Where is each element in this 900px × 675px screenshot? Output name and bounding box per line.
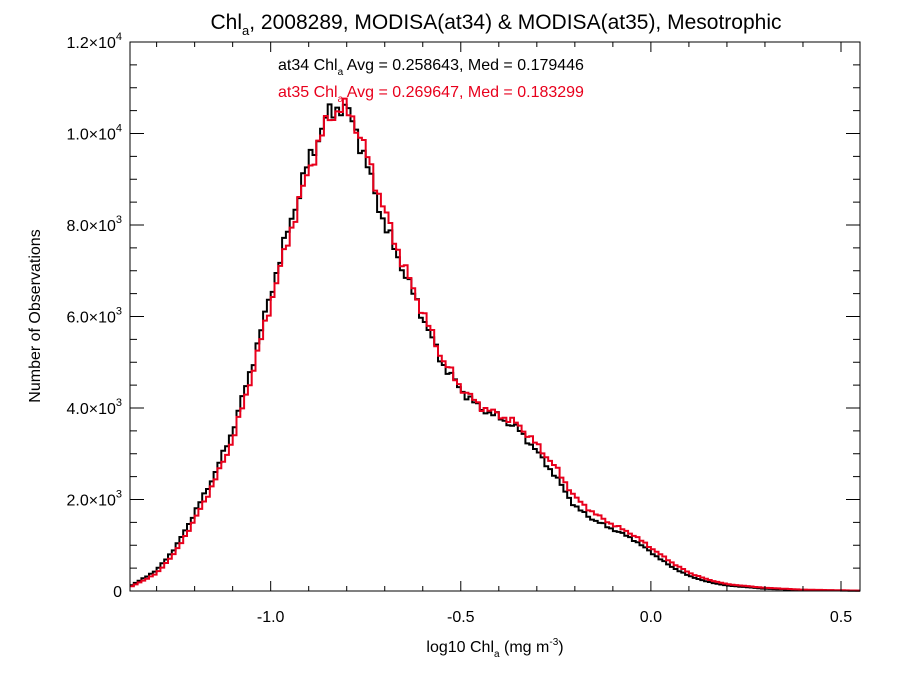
y-axis: 0 2.0×103 4.0×103 6.0×103 8.0×103 1.0×104 1.2×… — [66, 31, 860, 601]
plot-area — [130, 97, 860, 592]
y-tick-label: 1.0×104 — [66, 123, 122, 144]
svg-text:at34 Chla Avg = 0.258643, Med: at34 Chla Avg = 0.258643, Med = 0.179446 — [278, 57, 584, 78]
y-tick-label: 2.0×103 — [66, 489, 122, 510]
annotation-at35: at35 Chla Avg = 0.269647, Med = 0.183299 — [278, 84, 584, 105]
x-tick-label: -0.5 — [447, 609, 475, 626]
y-tick-label: 8.0×103 — [66, 214, 122, 235]
y-tick-label: 1.2×104 — [66, 31, 122, 52]
x-tick-label: -1.0 — [257, 609, 285, 626]
y-tick-label: 4.0×103 — [66, 397, 122, 418]
annotation-at34: at34 Chla Avg = 0.258643, Med = 0.179446 — [278, 57, 584, 78]
chart-title: Chla, 2008289, MODISA(at34) & MODISA(at3… — [211, 11, 782, 38]
plot-frame — [129, 41, 861, 592]
x-axis-label: log10 Chla (mg m-3) — [426, 637, 563, 660]
y-axis-label: Number of Observations — [27, 229, 44, 402]
svg-text:at35 Chla Avg = 0.269647, Med: at35 Chla Avg = 0.269647, Med = 0.183299 — [278, 84, 584, 105]
y-tick-label: 6.0×103 — [66, 306, 122, 327]
x-tick-label: 0.0 — [640, 609, 662, 626]
y-tick-label: 0 — [113, 584, 122, 601]
x-axis: -1.0 -0.5 0.0 0.5 — [156, 42, 852, 626]
x-tick-label: 0.5 — [830, 609, 852, 626]
series-line-at35 — [130, 97, 860, 592]
series-line-at34 — [130, 103, 860, 592]
